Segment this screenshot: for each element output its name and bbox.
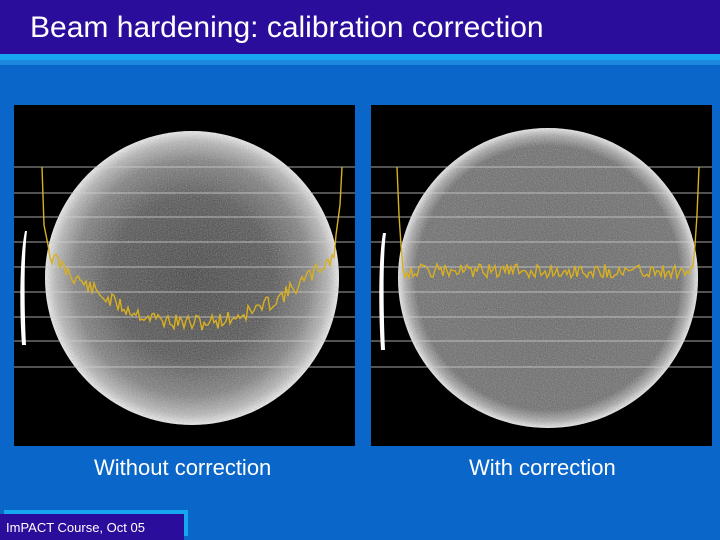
noise-texture <box>398 128 698 428</box>
footer-box: ImPACT Course, Oct 05 <box>0 514 184 540</box>
edge-artifact <box>379 233 386 350</box>
ct-image-with-correction <box>371 105 712 446</box>
title-bar: Beam hardening: calibration correction <box>0 0 720 54</box>
profile-grid-lines <box>371 166 712 368</box>
caption-without-correction: Without correction <box>94 455 272 480</box>
caption-with-correction: With correction <box>469 455 616 480</box>
ct-image-without-correction <box>14 105 355 446</box>
footer-text: ImPACT Course, Oct 05 <box>6 520 145 535</box>
ct-scan-svg-right <box>371 128 712 428</box>
noise-texture <box>45 131 339 425</box>
intensity-profile-line <box>41 166 343 332</box>
accent-stripe-lower <box>0 60 720 65</box>
accent-stripe-upper <box>0 54 720 60</box>
edge-artifact <box>20 231 27 345</box>
ct-scan-svg-left <box>14 131 355 425</box>
profile-grid-lines <box>14 166 355 368</box>
slide-title: Beam hardening: calibration correction <box>30 11 544 44</box>
intensity-profile-line <box>396 166 700 281</box>
